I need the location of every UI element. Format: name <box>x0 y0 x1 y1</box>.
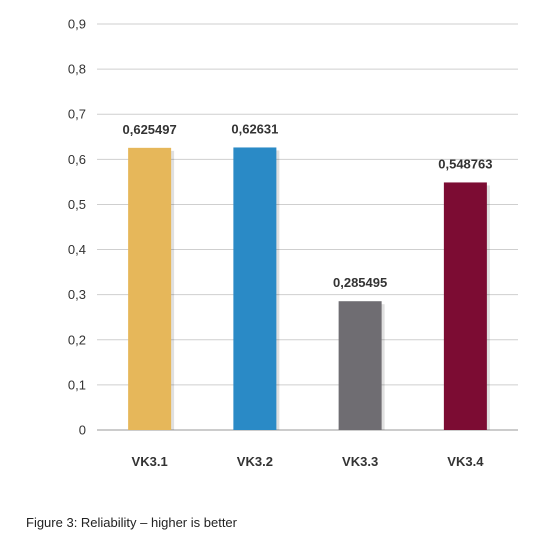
value-label: 0,625497 <box>123 122 177 137</box>
y-tick-label: 0,7 <box>68 107 86 122</box>
y-axis-ticks: 0 0,1 0,2 0,3 0,4 0,5 0,6 0,7 0,8 0,9 <box>68 17 86 438</box>
bar <box>338 301 382 430</box>
figure-caption: Figure 3: Reliability – higher is better <box>26 515 237 530</box>
bar <box>128 147 172 430</box>
category-label: VK3.3 <box>342 454 378 469</box>
value-label: 0,285495 <box>333 275 387 290</box>
y-tick-label: 0,1 <box>68 377 86 392</box>
y-tick-label: 0,6 <box>68 152 86 167</box>
y-tick-label: 0,4 <box>68 242 86 257</box>
bars <box>128 147 490 430</box>
category-label: VK3.1 <box>132 454 168 469</box>
bar <box>443 182 487 430</box>
category-label: VK3.2 <box>237 454 273 469</box>
y-tick-label: 0,2 <box>68 332 86 347</box>
value-label: 0,548763 <box>438 156 492 171</box>
y-tick-label: 0,9 <box>68 17 86 32</box>
value-label: 0,62631 <box>231 121 278 136</box>
value-labels: 0,625497 0,62631 0,285495 0,548763 <box>123 121 493 290</box>
category-label: VK3.4 <box>447 454 484 469</box>
y-tick-label: 0 <box>79 423 86 438</box>
category-labels: VK3.1 VK3.2 VK3.3 VK3.4 <box>132 454 485 469</box>
y-tick-label: 0,3 <box>68 287 86 302</box>
y-tick-label: 0,8 <box>68 62 86 77</box>
bar-chart: 00,10,20,30,40,50,60,70,80,9 0,625497 0,6… <box>68 17 518 469</box>
y-tick-label: 0,5 <box>68 197 86 212</box>
bar <box>233 147 277 430</box>
